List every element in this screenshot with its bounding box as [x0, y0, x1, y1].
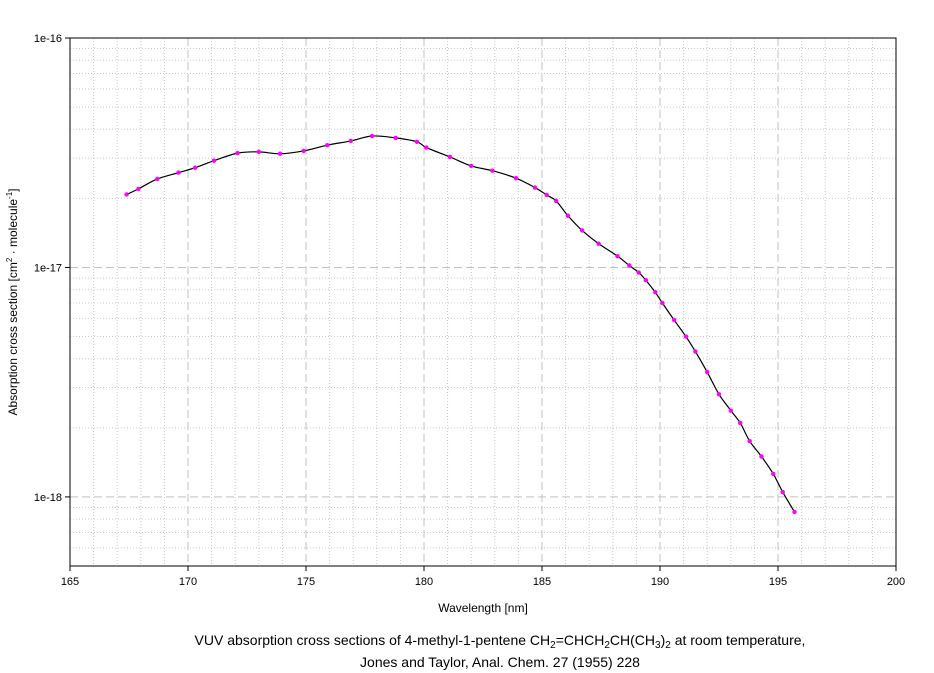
x-tick-label: 170: [179, 576, 197, 588]
x-tick-label: 190: [651, 576, 669, 588]
data-point: [124, 192, 129, 197]
data-point: [176, 170, 181, 175]
data-point: [348, 138, 354, 144]
data-point: [636, 270, 641, 275]
data-point: [532, 185, 538, 190]
data-point: [596, 241, 601, 246]
data-point: [792, 509, 797, 515]
data-point: [155, 176, 160, 182]
chart: 165 170 175 180 185 190 195 200 1e-16 1e-17 1e-18…: [5, 33, 905, 615]
data-point: [660, 300, 665, 306]
y-axis-title: Absorption cross section [cm2 · molecule…: [5, 188, 20, 415]
x-tick-label: 185: [533, 576, 551, 588]
data-point: [544, 192, 549, 198]
data-point: [705, 369, 710, 375]
data-point: [447, 154, 453, 160]
data-point: [469, 163, 474, 169]
x-tick-label: 165: [61, 576, 79, 588]
data-point: [490, 168, 495, 173]
data-point: [513, 175, 519, 181]
data-point: [671, 317, 677, 323]
series-markers: [124, 133, 797, 515]
data-point: [301, 148, 306, 154]
data-point: [683, 334, 689, 339]
data-point: [728, 408, 733, 413]
y-tick-label: 1e-16: [34, 33, 62, 45]
data-point: [738, 420, 743, 426]
data-point: [277, 151, 283, 156]
data-point: [136, 186, 141, 192]
data-point: [211, 158, 217, 163]
x-tick-label: 180: [415, 576, 433, 588]
x-tick-label: 195: [769, 576, 787, 588]
data-point: [759, 454, 764, 459]
data-point: [325, 143, 330, 148]
data-point: [256, 149, 261, 155]
data-point: [579, 228, 585, 233]
data-point: [192, 165, 198, 170]
plot-frame: [69, 37, 897, 567]
minor-grid: [70, 38, 896, 567]
data-point: [414, 139, 420, 144]
y-axis-ticks: 1e-16 1e-17 1e-18: [34, 33, 70, 504]
data-point: [747, 438, 752, 444]
data-point: [235, 150, 240, 156]
y-tick-label: 1e-18: [34, 492, 62, 504]
data-point: [369, 133, 375, 139]
data-point: [780, 489, 785, 495]
data-point: [553, 198, 559, 204]
data-point: [393, 135, 398, 141]
x-tick-label: 175: [297, 576, 315, 588]
caption-line-1: VUV absorption cross sections of 4-methy…: [194, 632, 806, 651]
data-point: [615, 253, 620, 259]
data-point: [716, 392, 722, 397]
data-point: [693, 349, 698, 354]
data-point: [771, 471, 776, 477]
y-tick-label: 1e-17: [34, 262, 62, 274]
data-point: [424, 145, 429, 150]
data-point: [653, 290, 658, 295]
plot-background: [70, 38, 896, 566]
data-point: [643, 278, 649, 283]
x-axis-ticks: 165 170 175 180 185 190 195 200: [61, 566, 905, 588]
x-tick-label: 200: [887, 576, 905, 588]
x-axis-title: Wavelength [nm]: [438, 601, 528, 615]
data-point: [565, 213, 571, 218]
caption-line-2: Jones and Taylor, Anal. Chem. 27 (1955) …: [360, 654, 640, 670]
data-point: [627, 263, 632, 268]
